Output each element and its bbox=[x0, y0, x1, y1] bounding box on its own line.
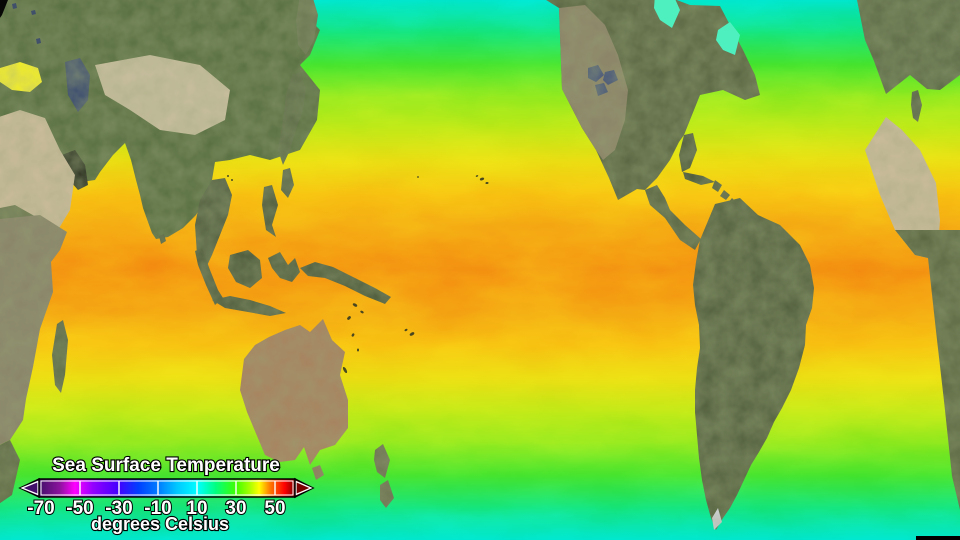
svg-text:-70: -70 bbox=[27, 498, 54, 519]
svg-text:-50: -50 bbox=[66, 498, 93, 519]
svg-text:Sea Surface Temperature: Sea Surface Temperature bbox=[52, 455, 280, 476]
svg-text:50: 50 bbox=[264, 498, 285, 519]
svg-text:degrees Celsius: degrees Celsius bbox=[91, 514, 229, 534]
